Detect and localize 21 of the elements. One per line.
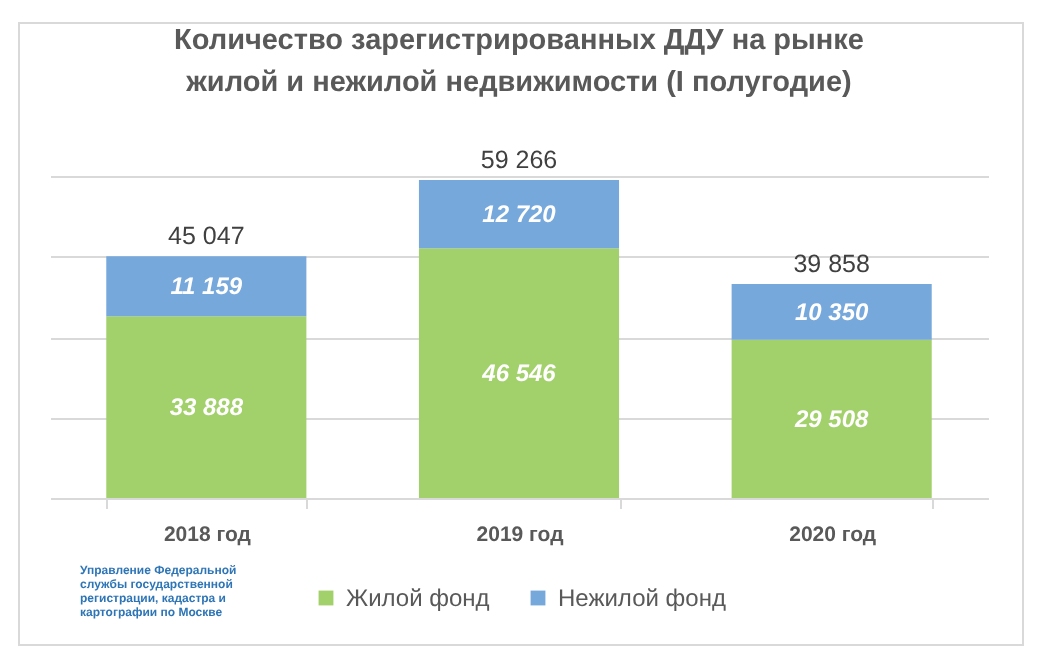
bar bbox=[418, 248, 620, 498]
bar bbox=[106, 316, 307, 498]
data-label: 33 888 bbox=[169, 393, 244, 422]
bar bbox=[418, 179, 620, 249]
x-tick-label: 2018 год bbox=[163, 523, 252, 547]
data-label: 10 350 bbox=[794, 297, 870, 326]
data-label: 12 720 bbox=[482, 200, 557, 229]
data-label: 29 508 bbox=[792, 404, 870, 433]
bar bbox=[106, 256, 307, 317]
bar bbox=[731, 339, 932, 498]
data-label: 11 159 bbox=[170, 272, 243, 301]
x-tick-label: 2020 год bbox=[789, 523, 877, 547]
total-label: 59 266 bbox=[480, 145, 558, 174]
legend-label: Жилой фонд bbox=[346, 584, 490, 612]
data-label: 46 546 bbox=[480, 359, 557, 388]
total-label: 39 858 bbox=[793, 250, 870, 279]
x-tick-label: 2019 год bbox=[476, 523, 565, 547]
total-label: 45 047 bbox=[168, 222, 245, 251]
chart-title: Количество зарегистрированных ДДУ на рынке жилой и нежилой недвижимости (I полугодие) bbox=[174, 24, 864, 99]
bar bbox=[731, 284, 932, 340]
legend-label: Нежилой фонд bbox=[558, 584, 726, 612]
